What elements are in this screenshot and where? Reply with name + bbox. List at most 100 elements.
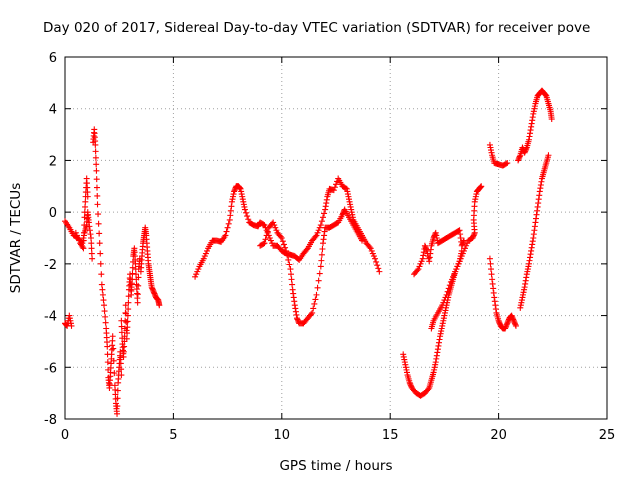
data-point xyxy=(133,271,140,278)
data-point xyxy=(94,201,101,208)
data-point xyxy=(368,247,375,254)
data-point xyxy=(279,238,286,245)
data-point xyxy=(309,309,316,316)
data-point xyxy=(478,183,485,190)
data-point xyxy=(303,246,310,253)
data-point xyxy=(310,305,317,312)
data-point xyxy=(224,224,231,231)
data-point xyxy=(342,185,349,192)
data-point xyxy=(93,167,100,174)
data-point xyxy=(312,233,319,240)
axis-ticks xyxy=(64,56,608,420)
data-point xyxy=(369,250,376,257)
data-point xyxy=(545,152,552,159)
y-tick-label: 0 xyxy=(49,206,57,221)
data-point xyxy=(118,323,125,330)
data-point xyxy=(241,206,248,213)
data-point xyxy=(450,273,457,280)
data-point xyxy=(135,282,142,289)
data-point xyxy=(101,308,108,315)
data-point xyxy=(100,297,107,304)
data-point xyxy=(425,386,432,393)
data-point xyxy=(445,285,452,292)
data-points xyxy=(62,87,555,417)
y-tick-label: -4 xyxy=(44,310,57,325)
data-point xyxy=(135,274,142,281)
data-point xyxy=(488,266,495,273)
y-tick-label: 6 xyxy=(49,51,57,66)
chart-title: Day 020 of 2017, Sidereal Day-to-day VTE… xyxy=(43,20,590,36)
data-point xyxy=(124,324,131,331)
data-point xyxy=(223,228,230,235)
data-point xyxy=(457,255,464,262)
data-point xyxy=(271,222,278,229)
data-point xyxy=(370,253,377,260)
data-point xyxy=(156,302,163,309)
data-point xyxy=(288,271,295,278)
data-point xyxy=(129,264,136,271)
data-point xyxy=(95,220,102,227)
data-point xyxy=(267,237,274,244)
data-point xyxy=(88,250,95,257)
data-point xyxy=(120,348,127,355)
data-point xyxy=(200,255,207,262)
data-point xyxy=(376,268,383,275)
data-point xyxy=(443,291,450,298)
data-point xyxy=(118,366,125,373)
data-point xyxy=(80,245,87,252)
data-point xyxy=(93,161,100,168)
data-point xyxy=(452,268,459,275)
data-point xyxy=(285,256,292,263)
data-point xyxy=(99,291,106,298)
data-point xyxy=(373,258,380,265)
data-point xyxy=(225,220,232,227)
data-point xyxy=(81,209,88,216)
data-point xyxy=(331,184,338,191)
data-point xyxy=(446,282,453,289)
data-point xyxy=(80,229,87,236)
data-point xyxy=(283,247,290,254)
data-point xyxy=(92,154,99,161)
data-point xyxy=(330,187,337,194)
data-point xyxy=(464,240,471,247)
data-point xyxy=(96,230,103,237)
data-point xyxy=(455,227,462,234)
data-point xyxy=(122,302,129,309)
data-point xyxy=(288,276,295,283)
data-point xyxy=(222,232,229,239)
data-point xyxy=(99,286,106,293)
data-point xyxy=(125,306,132,313)
data-point xyxy=(284,252,291,259)
data-point xyxy=(124,318,131,325)
data-point xyxy=(416,263,423,270)
data-point xyxy=(460,247,467,254)
data-point xyxy=(81,222,88,229)
data-point xyxy=(444,288,451,295)
data-point xyxy=(333,181,339,188)
data-point xyxy=(319,214,326,221)
data-point xyxy=(73,232,80,239)
data-point xyxy=(201,253,208,260)
data-point xyxy=(93,176,100,183)
data-point xyxy=(316,270,323,277)
data-point xyxy=(95,211,102,218)
data-point xyxy=(272,224,279,231)
data-point xyxy=(417,260,424,267)
data-point xyxy=(104,343,111,350)
data-point xyxy=(486,255,493,262)
data-point xyxy=(245,216,252,223)
data-point xyxy=(313,232,320,239)
y-tick-label: -2 xyxy=(44,258,57,273)
data-point xyxy=(415,266,422,273)
data-point xyxy=(314,284,321,291)
data-point xyxy=(98,281,105,288)
data-point xyxy=(375,265,382,272)
data-point xyxy=(204,247,211,254)
data-point xyxy=(504,160,511,167)
data-point xyxy=(270,219,277,226)
x-axis-label: GPS time / hours xyxy=(279,458,392,474)
data-point xyxy=(193,271,200,278)
data-point xyxy=(127,281,134,288)
data-point xyxy=(260,221,267,228)
